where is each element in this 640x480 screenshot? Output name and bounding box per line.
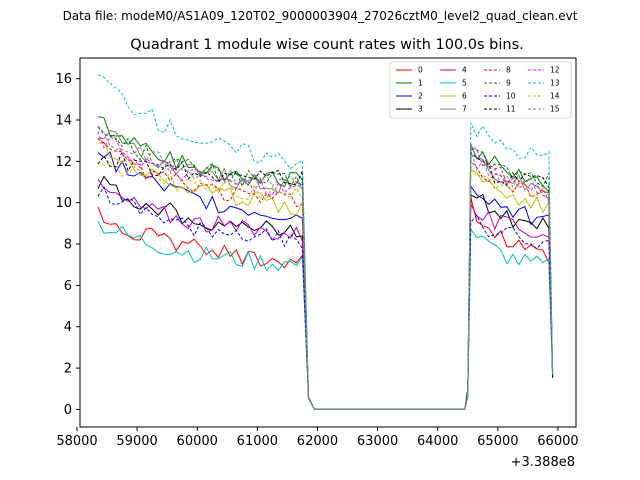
y-axis: 0 2 4 6 8 10 12 14 16 (55, 72, 80, 418)
series-line-11 (97, 150, 554, 410)
y-tick-label: 2 (64, 362, 72, 377)
y-tick-label: 12 (55, 155, 72, 170)
legend-label-15: 15 (550, 105, 560, 114)
legend-label-5: 5 (462, 79, 467, 88)
series-line-14 (97, 161, 554, 410)
legend-label-3: 3 (418, 105, 423, 114)
chart-suptitle: Data file: modeM0/AS1A09_120T02_90000039… (63, 9, 578, 23)
x-axis: 58000 59000 60000 61000 62000 63000 64000 65000… (56, 427, 579, 449)
y-tick-label: 16 (55, 72, 72, 87)
series-line-8 (97, 138, 554, 410)
x-axis-offset-label: +3.388e8 (511, 455, 575, 470)
legend-label-9: 9 (506, 79, 511, 88)
x-tick-label: 62000 (297, 434, 338, 449)
chart-title: Quadrant 1 module wise count rates with … (130, 37, 524, 53)
y-tick-label: 0 (64, 403, 72, 418)
x-tick-label: 58000 (56, 434, 97, 449)
x-tick-label: 59000 (116, 434, 157, 449)
x-tick-label: 60000 (177, 434, 218, 449)
x-tick-label: 61000 (237, 434, 278, 449)
plot-area (79, 57, 577, 428)
series-line-15 (97, 125, 554, 410)
legend-label-10: 10 (506, 92, 516, 101)
legend-label-12: 12 (550, 66, 560, 75)
x-tick-label: 63000 (357, 434, 398, 449)
legend-label-2: 2 (418, 92, 423, 101)
legend-label-0: 0 (418, 66, 423, 75)
series-line-12 (97, 131, 554, 410)
legend-box (389, 61, 572, 119)
y-tick-label: 4 (64, 320, 72, 335)
legend-label-11: 11 (506, 105, 516, 114)
y-tick-label: 6 (64, 279, 72, 294)
y-tick-label: 8 (64, 238, 72, 253)
legend-label-1: 1 (418, 79, 423, 88)
x-tick-label: 66000 (537, 434, 578, 449)
x-tick-label: 64000 (417, 434, 458, 449)
series-line-13 (97, 74, 554, 410)
y-tick-label: 14 (55, 114, 72, 129)
legend-label-7: 7 (462, 105, 467, 114)
legend-label-8: 8 (506, 66, 511, 75)
legend-label-14: 14 (550, 92, 560, 101)
y-tick-label: 10 (55, 196, 72, 211)
series-lines (97, 74, 554, 410)
x-tick-label: 65000 (477, 434, 518, 449)
legend-label-13: 13 (550, 79, 560, 88)
legend-label-6: 6 (462, 92, 467, 101)
legend-label-4: 4 (462, 66, 467, 75)
